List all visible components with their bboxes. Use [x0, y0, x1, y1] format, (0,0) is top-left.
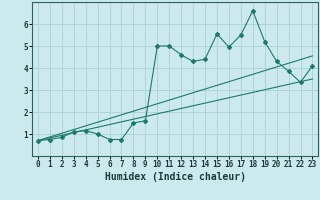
X-axis label: Humidex (Indice chaleur): Humidex (Indice chaleur): [105, 172, 246, 182]
